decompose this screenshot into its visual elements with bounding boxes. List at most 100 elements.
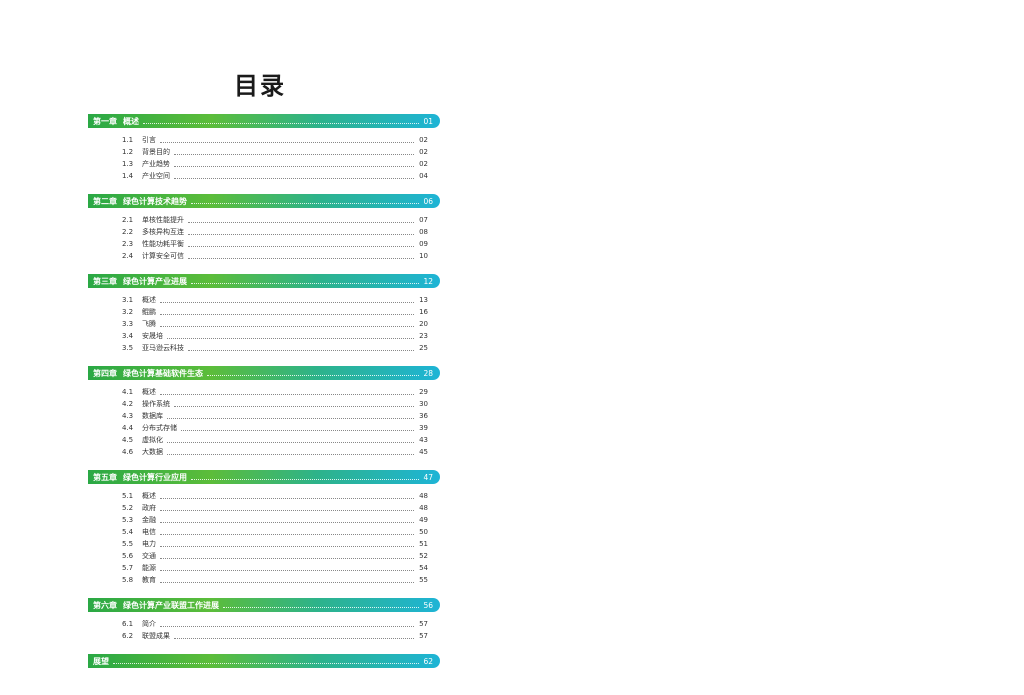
chapter-heading[interactable]: 第五章 绿色计算行业应用 47 xyxy=(88,470,440,484)
dot-leader xyxy=(188,233,414,235)
dot-leader xyxy=(160,393,414,395)
section-title: 鲲鹏 xyxy=(142,308,156,316)
section-page-number: 02 xyxy=(419,148,428,156)
toc-entry[interactable]: 3.3 飞腾 20 xyxy=(88,318,440,330)
chapter-heading[interactable]: 第二章 绿色计算技术趋势 06 xyxy=(88,194,440,208)
toc-entry[interactable]: 5.3 金融 49 xyxy=(88,514,440,526)
dot-leader xyxy=(191,282,420,284)
toc-entry[interactable]: 2.3 性能功耗平衡 09 xyxy=(88,238,440,250)
toc-entry[interactable]: 1.1 引言 02 xyxy=(88,134,440,146)
section-number: 1.4 xyxy=(122,172,134,180)
section-title: 教育 xyxy=(142,576,156,584)
toc-entry[interactable]: 5.7 能源 54 xyxy=(88,562,440,574)
toc-entry[interactable]: 4.3 数据库 36 xyxy=(88,410,440,422)
toc-entry[interactable]: 4.5 虚拟化 43 xyxy=(88,434,440,446)
section-page-number: 54 xyxy=(419,564,428,572)
toc-entry[interactable]: 2.4 计算安全可信 10 xyxy=(88,250,440,262)
chapter-heading[interactable]: 展望 62 xyxy=(88,654,440,668)
dot-leader xyxy=(207,374,420,376)
section-page-number: 55 xyxy=(419,576,428,584)
section-number: 5.4 xyxy=(122,528,134,536)
toc-entry[interactable]: 4.2 操作系统 30 xyxy=(88,398,440,410)
section-list: 4.1 概述 29 4.2 操作系统 30 4.3 数据库 36 4.4 分布式存储 39 4.5 虚拟化… xyxy=(88,380,440,462)
toc-entry[interactable]: 5.6 交通 52 xyxy=(88,550,440,562)
section-number: 4.3 xyxy=(122,412,134,420)
toc-entry[interactable]: 4.6 大数据 45 xyxy=(88,446,440,458)
toc-entry[interactable]: 6.2 联盟成果 57 xyxy=(88,630,440,642)
section-title: 交通 xyxy=(142,552,156,560)
chapter-heading[interactable]: 第三章 绿色计算产业进展 12 xyxy=(88,274,440,288)
section-number: 4.5 xyxy=(122,436,134,444)
toc-entry[interactable]: 1.4 产业空间 04 xyxy=(88,170,440,182)
dot-leader xyxy=(167,417,414,419)
dot-leader xyxy=(160,521,414,523)
toc-entry[interactable]: 5.2 政府 48 xyxy=(88,502,440,514)
toc-entry[interactable]: 3.5 亚马逊云科技 25 xyxy=(88,342,440,354)
dot-leader xyxy=(174,153,414,155)
section-number: 5.3 xyxy=(122,516,134,524)
section-title: 概述 xyxy=(142,388,156,396)
dot-leader xyxy=(160,557,414,559)
section-title: 产业趋势 xyxy=(142,160,170,168)
chapter-title: 绿色计算产业进展 xyxy=(123,276,187,286)
dot-leader xyxy=(191,478,420,480)
chapter-title: 绿色计算基础软件生态 xyxy=(123,368,203,378)
toc-entry[interactable]: 6.1 简介 57 xyxy=(88,618,440,630)
section-title: 分布式存储 xyxy=(142,424,177,432)
chapter-number: 第一章 xyxy=(93,116,117,126)
section-page-number: 52 xyxy=(419,552,428,560)
toc-entry[interactable]: 4.1 概述 29 xyxy=(88,386,440,398)
section-page-number: 16 xyxy=(419,308,428,316)
chapter-title: 展望 xyxy=(93,656,109,666)
section-number: 2.1 xyxy=(122,216,134,224)
dot-leader xyxy=(174,637,414,639)
toc-entry[interactable]: 1.2 背景目的 02 xyxy=(88,146,440,158)
dot-leader xyxy=(167,337,414,339)
toc-entry[interactable]: 1.3 产业趋势 02 xyxy=(88,158,440,170)
section-page-number: 02 xyxy=(419,136,428,144)
chapter-number: 第六章 xyxy=(93,600,117,610)
toc-entry[interactable]: 3.2 鲲鹏 16 xyxy=(88,306,440,318)
toc-entry[interactable]: 4.4 分布式存储 39 xyxy=(88,422,440,434)
section-number: 2.2 xyxy=(122,228,134,236)
toc-entry[interactable]: 5.8 教育 55 xyxy=(88,574,440,586)
dot-leader xyxy=(181,429,414,431)
toc-entry[interactable]: 5.1 概述 48 xyxy=(88,490,440,502)
dot-leader xyxy=(223,606,420,608)
toc-entry[interactable]: 3.1 概述 13 xyxy=(88,294,440,306)
toc-entry[interactable]: 2.2 多核异构互连 08 xyxy=(88,226,440,238)
section-number: 3.1 xyxy=(122,296,134,304)
dot-leader xyxy=(160,533,414,535)
section-title: 电信 xyxy=(142,528,156,536)
toc-entry[interactable]: 5.5 电力 51 xyxy=(88,538,440,550)
toc-entry[interactable]: 2.1 单核性能提升 07 xyxy=(88,214,440,226)
section-title: 电力 xyxy=(142,540,156,548)
section-title: 概述 xyxy=(142,296,156,304)
section-page-number: 36 xyxy=(419,412,428,420)
section-page-number: 48 xyxy=(419,492,428,500)
dot-leader xyxy=(188,221,414,223)
toc-entry[interactable]: 5.4 电信 50 xyxy=(88,526,440,538)
section-title: 金融 xyxy=(142,516,156,524)
chapter-heading[interactable]: 第一章 概述 01 xyxy=(88,114,440,128)
section-page-number: 20 xyxy=(419,320,428,328)
dot-leader xyxy=(143,122,420,124)
section-number: 3.2 xyxy=(122,308,134,316)
section-number: 1.1 xyxy=(122,136,134,144)
section-title: 操作系统 xyxy=(142,400,170,408)
section-list: 1.1 引言 02 1.2 背景目的 02 1.3 产业趋势 02 1.4 产业空间 04 xyxy=(88,128,440,186)
chapter-number: 第三章 xyxy=(93,276,117,286)
chapter-number: 第二章 xyxy=(93,196,117,206)
section-number: 4.1 xyxy=(122,388,134,396)
section-page-number: 30 xyxy=(419,400,428,408)
dot-leader xyxy=(174,405,414,407)
section-title: 引言 xyxy=(142,136,156,144)
section-number: 4.2 xyxy=(122,400,134,408)
dot-leader xyxy=(160,325,414,327)
section-title: 大数据 xyxy=(142,448,163,456)
section-page-number: 45 xyxy=(419,448,428,456)
chapter-heading[interactable]: 第六章 绿色计算产业联盟工作进展 56 xyxy=(88,598,440,612)
toc-entry[interactable]: 3.4 安晟培 23 xyxy=(88,330,440,342)
section-list: 3.1 概述 13 3.2 鲲鹏 16 3.3 飞腾 20 3.4 安晟培 23 3.5 亚马逊云科技 25 xyxy=(88,288,440,358)
chapter-heading[interactable]: 第四章 绿色计算基础软件生态 28 xyxy=(88,366,440,380)
